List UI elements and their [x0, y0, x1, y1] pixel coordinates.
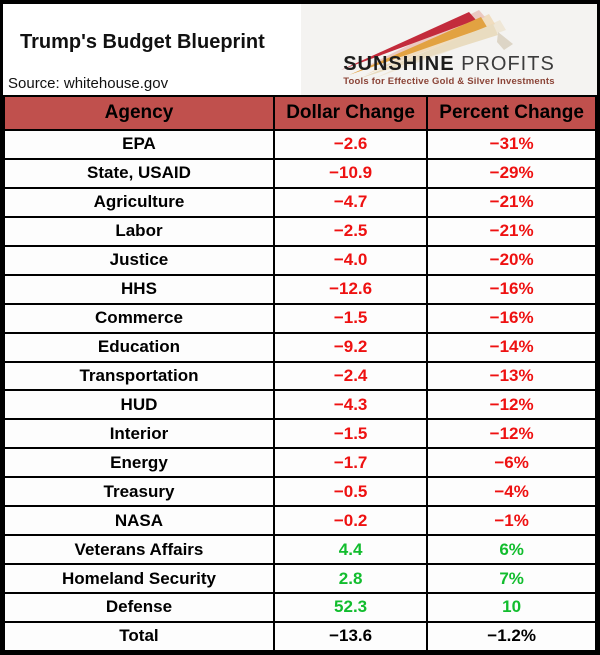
column-header-percent-change: Percent Change: [426, 95, 597, 131]
table-row: Agriculture −4.7 −21%: [3, 186, 597, 218]
sunshine-rays-icon: SUNSHINE PROFITS Tools for Effective Gol…: [341, 10, 555, 87]
percent-change-cell: −31%: [426, 129, 597, 160]
dollar-change-cell: −4.0: [272, 244, 429, 276]
logo-wordmark: SUNSHINE PROFITS: [343, 53, 555, 75]
percent-change-cell: 6%: [426, 534, 597, 566]
table-row: NASA −0.2 −1%: [3, 505, 597, 537]
percent-change-cell: −16%: [426, 302, 597, 334]
percent-change-cell: 7%: [426, 563, 597, 594]
percent-change-cell: −13%: [426, 360, 597, 392]
percent-change-cell: −4%: [426, 476, 597, 508]
table-row: Transportation −2.4 −13%: [3, 360, 597, 392]
table-row: Treasury −0.5 −4%: [3, 476, 597, 508]
agency-cell: Homeland Security: [3, 563, 275, 594]
header: Trump's Budget Blueprint Source: whiteho…: [3, 4, 597, 95]
percent-change-cell: −21%: [426, 186, 597, 218]
table-row: EPA −2.6 −31%: [3, 129, 597, 160]
dollar-change-cell: −12.6: [272, 273, 429, 305]
agency-cell: Justice: [3, 244, 275, 276]
percent-change-cell: −1%: [426, 505, 597, 537]
table-row: Total −13.6 −1.2%: [3, 620, 597, 653]
agency-cell: EPA: [3, 129, 275, 160]
dollar-change-cell: −1.5: [272, 418, 429, 450]
table-header-row: Agency Dollar Change Percent Change: [3, 95, 597, 131]
page-title: Trump's Budget Blueprint: [20, 31, 265, 53]
percent-change-cell: −6%: [426, 447, 597, 479]
agency-cell: NASA: [3, 505, 275, 537]
percent-change-cell: −14%: [426, 331, 597, 363]
column-header-agency: Agency: [3, 95, 275, 131]
agency-cell: Interior: [3, 418, 275, 450]
dollar-change-cell: −2.5: [272, 215, 429, 247]
percent-change-cell: −12%: [426, 418, 597, 450]
table-row: HUD −4.3 −12%: [3, 389, 597, 421]
column-header-dollar-change: Dollar Change: [272, 95, 429, 131]
source-note: Source: whitehouse.gov: [8, 75, 169, 92]
title-block: Trump's Budget Blueprint Source: whiteho…: [3, 4, 301, 95]
table-row: Commerce −1.5 −16%: [3, 302, 597, 334]
dollar-change-cell: −0.2: [272, 505, 429, 537]
agency-cell: State, USAID: [3, 157, 275, 189]
table-row: HHS −12.6 −16%: [3, 273, 597, 305]
agency-cell: Labor: [3, 215, 275, 247]
dollar-change-cell: −4.7: [272, 186, 429, 218]
dollar-change-cell: −1.7: [272, 447, 429, 479]
table-row: Homeland Security 2.8 7%: [3, 563, 597, 594]
dollar-change-cell: −0.5: [272, 476, 429, 508]
table-row: State, USAID −10.9 −29%: [3, 157, 597, 189]
dollar-change-cell: −2.6: [272, 129, 429, 160]
budget-table: Agency Dollar Change Percent Change EPA −…: [3, 95, 597, 653]
table-row: Veterans Affairs 4.4 6%: [3, 534, 597, 566]
dollar-change-cell: −2.4: [272, 360, 429, 392]
logo-tagline: Tools for Effective Gold & Silver Invest…: [343, 76, 555, 87]
dollar-change-cell: −9.2: [272, 331, 429, 363]
agency-cell: HHS: [3, 273, 275, 305]
percent-change-cell: −12%: [426, 389, 597, 421]
percent-change-cell: −1.2%: [426, 620, 597, 653]
agency-cell: Total: [3, 620, 275, 653]
budget-table-container: Agency Dollar Change Percent Change EPA −…: [3, 95, 597, 653]
table-row: Energy −1.7 −6%: [3, 447, 597, 479]
percent-change-cell: −20%: [426, 244, 597, 276]
table-row: Interior −1.5 −12%: [3, 418, 597, 450]
agency-cell: HUD: [3, 389, 275, 421]
logo-word-profits: PROFITS: [455, 53, 555, 75]
logo-word-sunshine: SUNSHINE: [343, 53, 454, 75]
table-row: Justice −4.0 −20%: [3, 244, 597, 276]
agency-cell: Agriculture: [3, 186, 275, 218]
table-row: Defense 52.3 10: [3, 592, 597, 623]
agency-cell: Commerce: [3, 302, 275, 334]
dollar-change-cell: 2.8: [272, 563, 429, 594]
dollar-change-cell: −10.9: [272, 157, 429, 189]
percent-change-cell: −21%: [426, 215, 597, 247]
table-row: Labor −2.5 −21%: [3, 215, 597, 247]
table-row: Education −9.2 −14%: [3, 331, 597, 363]
percent-change-cell: −16%: [426, 273, 597, 305]
agency-cell: Energy: [3, 447, 275, 479]
dollar-change-cell: 4.4: [272, 534, 429, 566]
agency-cell: Education: [3, 331, 275, 363]
percent-change-cell: 10: [426, 592, 597, 623]
sunshine-profits-logo: SUNSHINE PROFITS Tools for Effective Gol…: [301, 4, 597, 95]
percent-change-cell: −29%: [426, 157, 597, 189]
agency-cell: Defense: [3, 592, 275, 623]
dollar-change-cell: −13.6: [272, 620, 429, 653]
budget-table-body: EPA −2.6 −31% State, USAID −10.9 −29% Agricult…: [3, 129, 597, 653]
dollar-change-cell: −1.5: [272, 302, 429, 334]
dollar-change-cell: 52.3: [272, 592, 429, 623]
agency-cell: Treasury: [3, 476, 275, 508]
agency-cell: Veterans Affairs: [3, 534, 275, 566]
agency-cell: Transportation: [3, 360, 275, 392]
dollar-change-cell: −4.3: [272, 389, 429, 421]
